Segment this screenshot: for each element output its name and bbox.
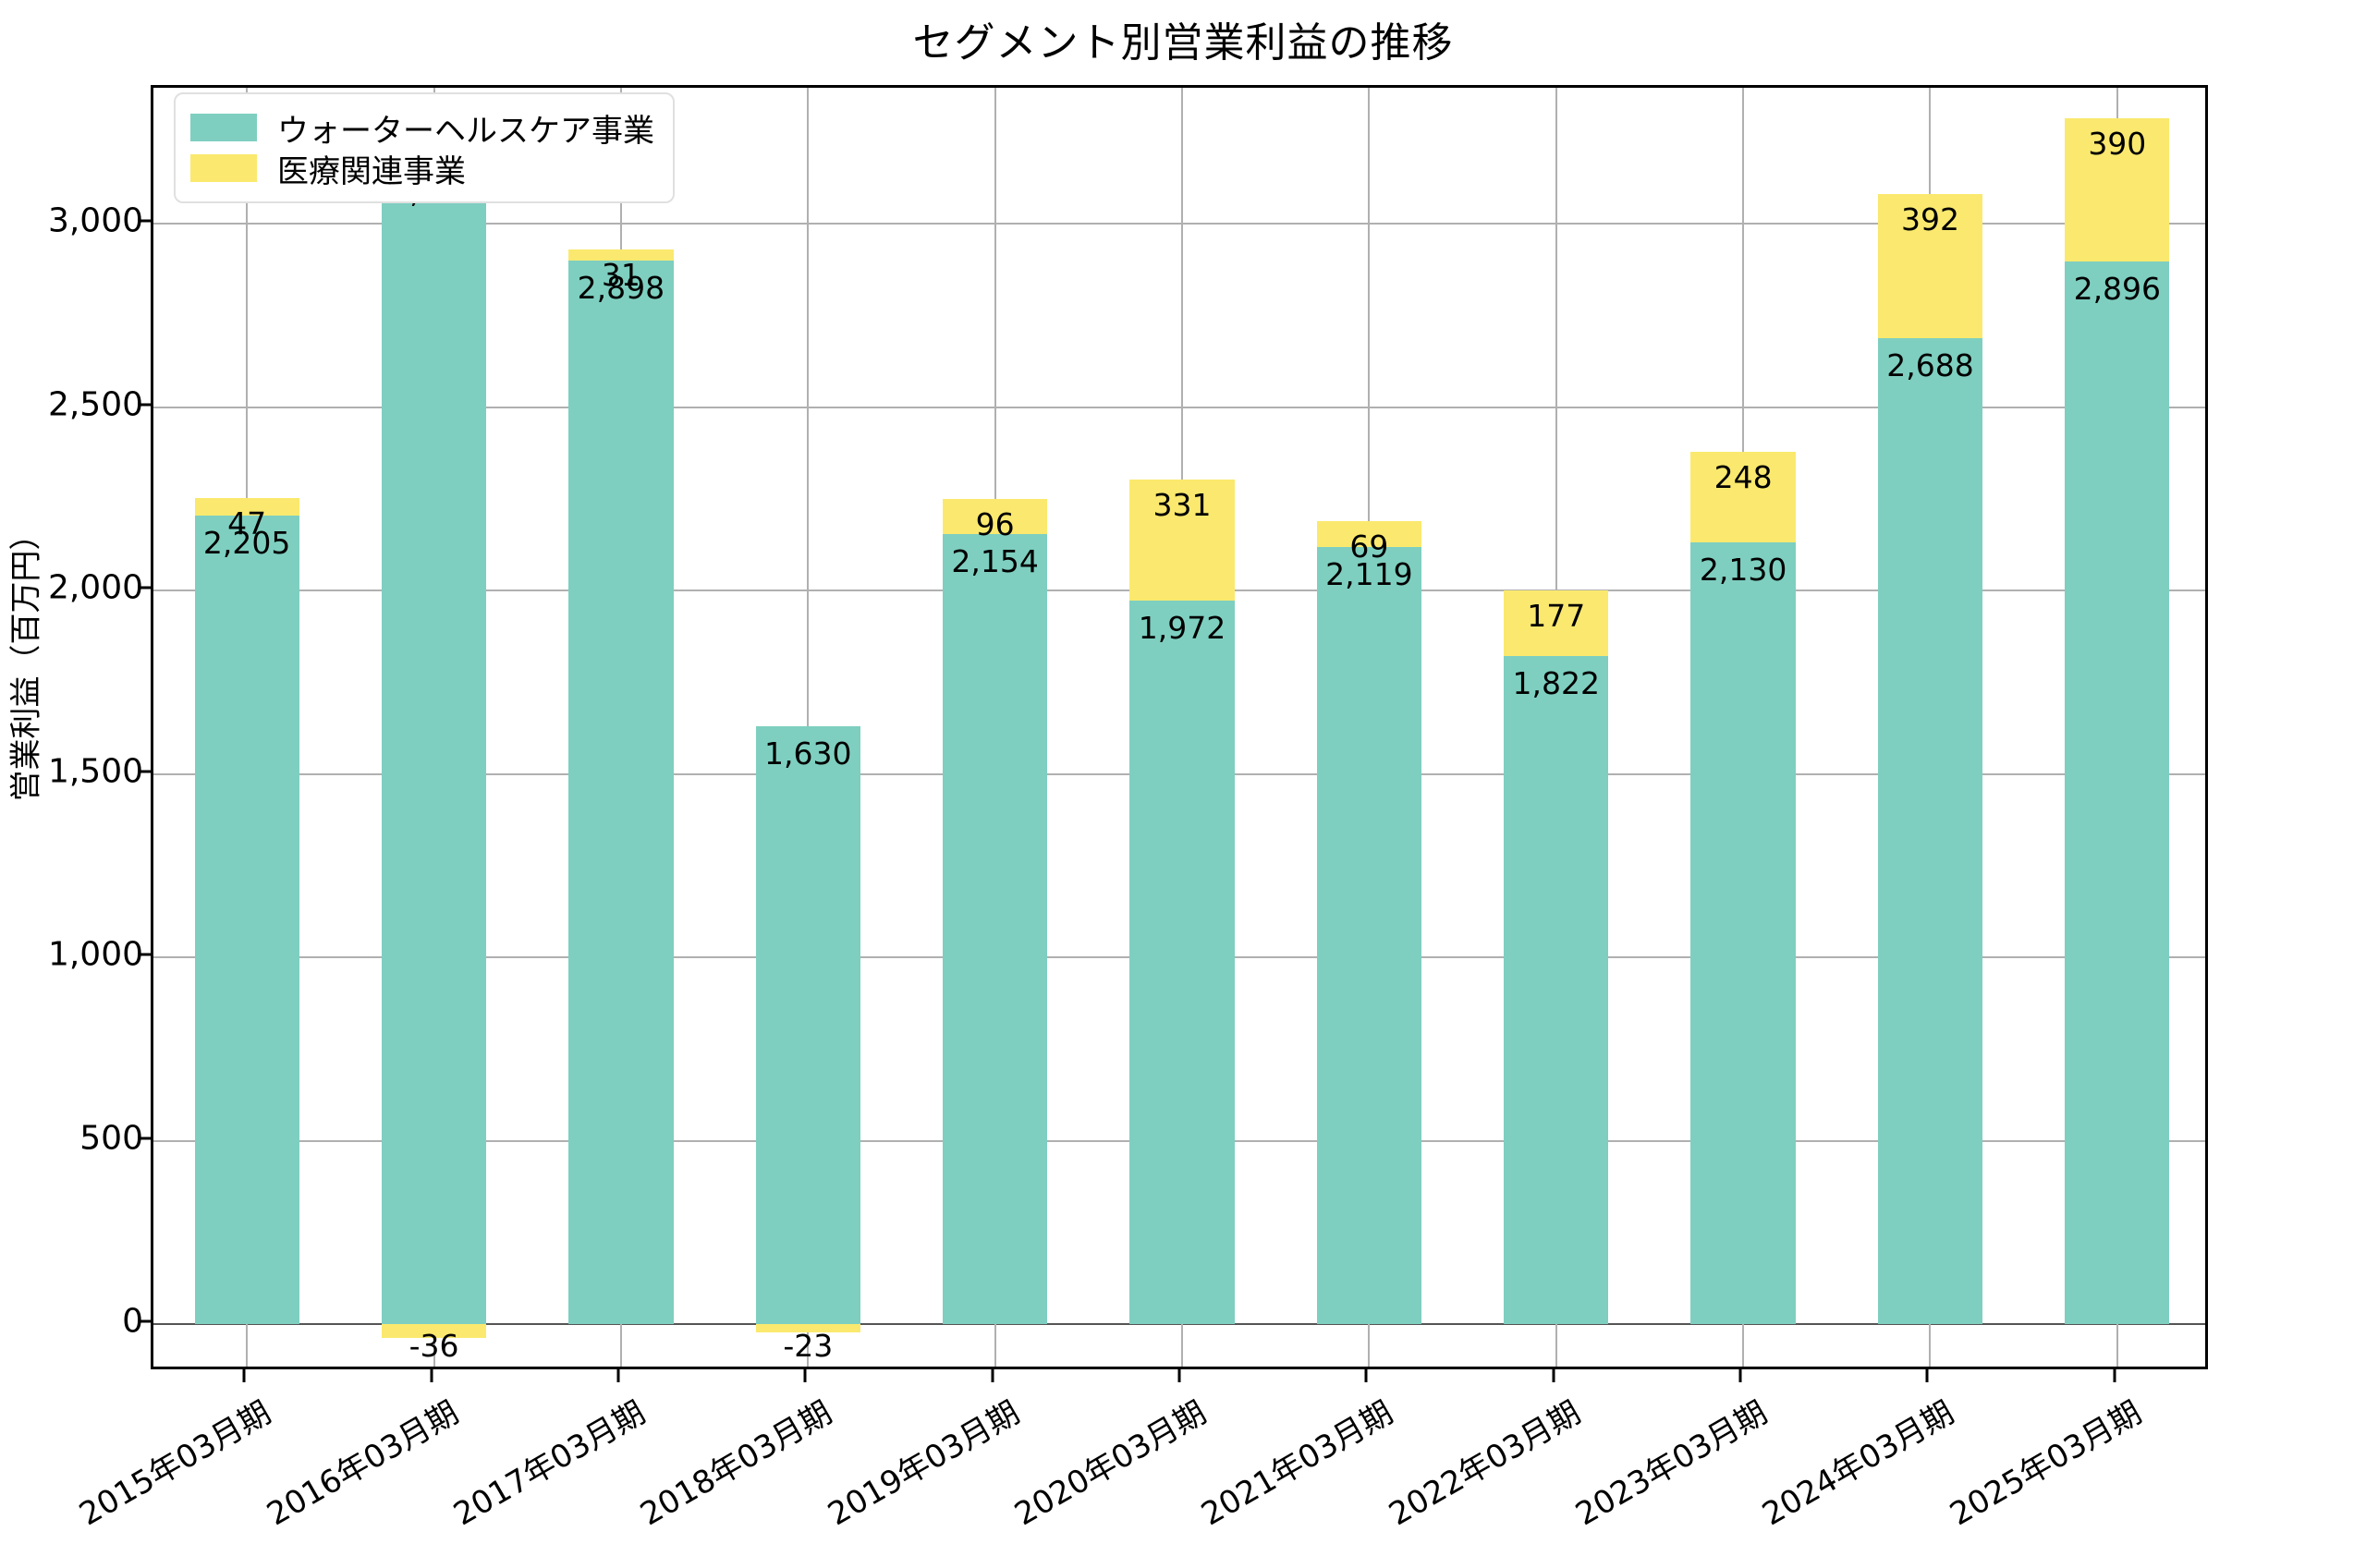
bar-value-label-medical: 390 [2088, 126, 2147, 163]
y-tick-mark [138, 586, 151, 590]
x-tick-mark [1738, 1369, 1742, 1382]
bar-segment-medical[interactable] [1504, 590, 1609, 656]
bar-value-label-medical: 31 [601, 257, 640, 294]
bar-segment-medical[interactable] [381, 1324, 487, 1338]
x-tick-mark [1364, 1369, 1368, 1382]
y-tick-label: 1,000 [47, 935, 143, 974]
bar-value-label-water: 1,972 [1138, 610, 1226, 647]
bar-segment-medical[interactable] [1690, 451, 1796, 543]
y-tick-mark [138, 1136, 151, 1140]
bar-segment-medical[interactable] [755, 1324, 860, 1333]
bar-segment-water[interactable] [381, 164, 487, 1325]
bar-segment-medical[interactable] [194, 498, 299, 516]
bar-value-label-water: 2,898 [577, 270, 665, 307]
bar-segment-medical[interactable] [942, 498, 1048, 534]
legend-label-water: ウォーターヘルスケア事業 [277, 112, 654, 150]
x-tick-mark [616, 1369, 620, 1382]
bar-segment-water[interactable] [194, 515, 299, 1325]
y-tick-label: 500 [79, 1119, 143, 1158]
legend-label-medical: 医療関連事業 [277, 152, 466, 190]
bar-value-label-water: 2,119 [1325, 555, 1413, 592]
bar-segment-water[interactable] [1877, 337, 1983, 1325]
bar-value-label-medical: -36 [409, 1328, 459, 1365]
bar-value-label-medical: 177 [1527, 598, 1586, 635]
x-tick-mark [1177, 1369, 1181, 1382]
y-tick-mark [138, 219, 151, 223]
bar-value-label-water: 2,205 [202, 524, 291, 561]
bar-segment-medical[interactable] [1877, 194, 1983, 338]
bar-segment-water[interactable] [1316, 546, 1421, 1325]
legend-swatch-medical [190, 154, 257, 182]
y-tick-label: 2,500 [47, 385, 143, 423]
y-tick-mark [138, 770, 151, 773]
bar-segment-water[interactable] [755, 726, 860, 1325]
bar-value-label-medical: 331 [1153, 486, 1212, 523]
plot-area: 2,205473,160-362,898311,630-232,154961,9… [151, 85, 2208, 1369]
bar-segment-water[interactable] [2065, 261, 2170, 1325]
x-tick-mark [991, 1369, 994, 1382]
bar-value-label-water: 2,896 [2073, 271, 2162, 308]
y-tick-mark [138, 953, 151, 956]
bar-segment-medical[interactable] [1316, 521, 1421, 547]
x-tick-mark [1925, 1369, 1929, 1382]
x-tick-mark [1552, 1369, 1555, 1382]
x-tick-mark [803, 1369, 807, 1382]
bar-segment-water[interactable] [1690, 542, 1796, 1325]
bar-segment-water[interactable] [1504, 655, 1609, 1325]
bar-value-label-water: 1,630 [764, 735, 852, 772]
bar-value-label-water: 2,130 [1699, 552, 1787, 589]
bar-value-label-water: 1,822 [1512, 664, 1600, 701]
plot-inner: 2,205473,160-362,898311,630-232,154961,9… [153, 88, 2205, 1367]
bar-segment-water[interactable] [942, 533, 1048, 1325]
y-gridline [153, 406, 2205, 408]
x-tick-mark [430, 1369, 433, 1382]
bar-segment-water[interactable] [568, 261, 674, 1325]
y-axis-label: 営業利益（百万円） [7, 518, 45, 802]
bar-value-label-medical: 248 [1714, 458, 1773, 495]
y-tick-label: 1,500 [47, 752, 143, 791]
legend-item-medical[interactable]: 医療関連事業 [190, 148, 654, 190]
bar-segment-medical[interactable] [568, 249, 674, 261]
legend-item-water[interactable]: ウォーターヘルスケア事業 [190, 107, 654, 150]
y-tick-label: 0 [122, 1302, 143, 1341]
bar-segment-medical[interactable] [1129, 479, 1235, 602]
y-tick-mark [138, 403, 151, 406]
y-tick-mark [138, 1319, 151, 1323]
x-tick-mark [242, 1369, 246, 1382]
y-gridline [153, 1323, 2205, 1326]
y-tick-label: 2,000 [47, 568, 143, 607]
x-tick-mark [2113, 1369, 2116, 1382]
bar-segment-medical[interactable] [2065, 118, 2170, 262]
page-title: セグメント別営業利益の推移 [912, 19, 1454, 67]
bar-value-label-medical: 392 [1900, 201, 1959, 238]
bar-value-label-medical: 96 [975, 505, 1015, 542]
bar-value-label-water: 2,688 [1886, 346, 1974, 383]
chart-legend: ウォーターヘルスケア事業 医療関連事業 [174, 92, 675, 203]
bar-value-label-medical: -23 [783, 1328, 834, 1365]
bar-value-label-medical: 47 [227, 505, 267, 541]
y-tick-label: 3,000 [47, 201, 143, 240]
bar-value-label-water: 2,154 [951, 542, 1039, 579]
bar-value-label-medical: 69 [1349, 529, 1389, 565]
legend-swatch-water [190, 114, 257, 141]
y-gridline [153, 222, 2205, 225]
bar-segment-water[interactable] [1129, 601, 1235, 1325]
